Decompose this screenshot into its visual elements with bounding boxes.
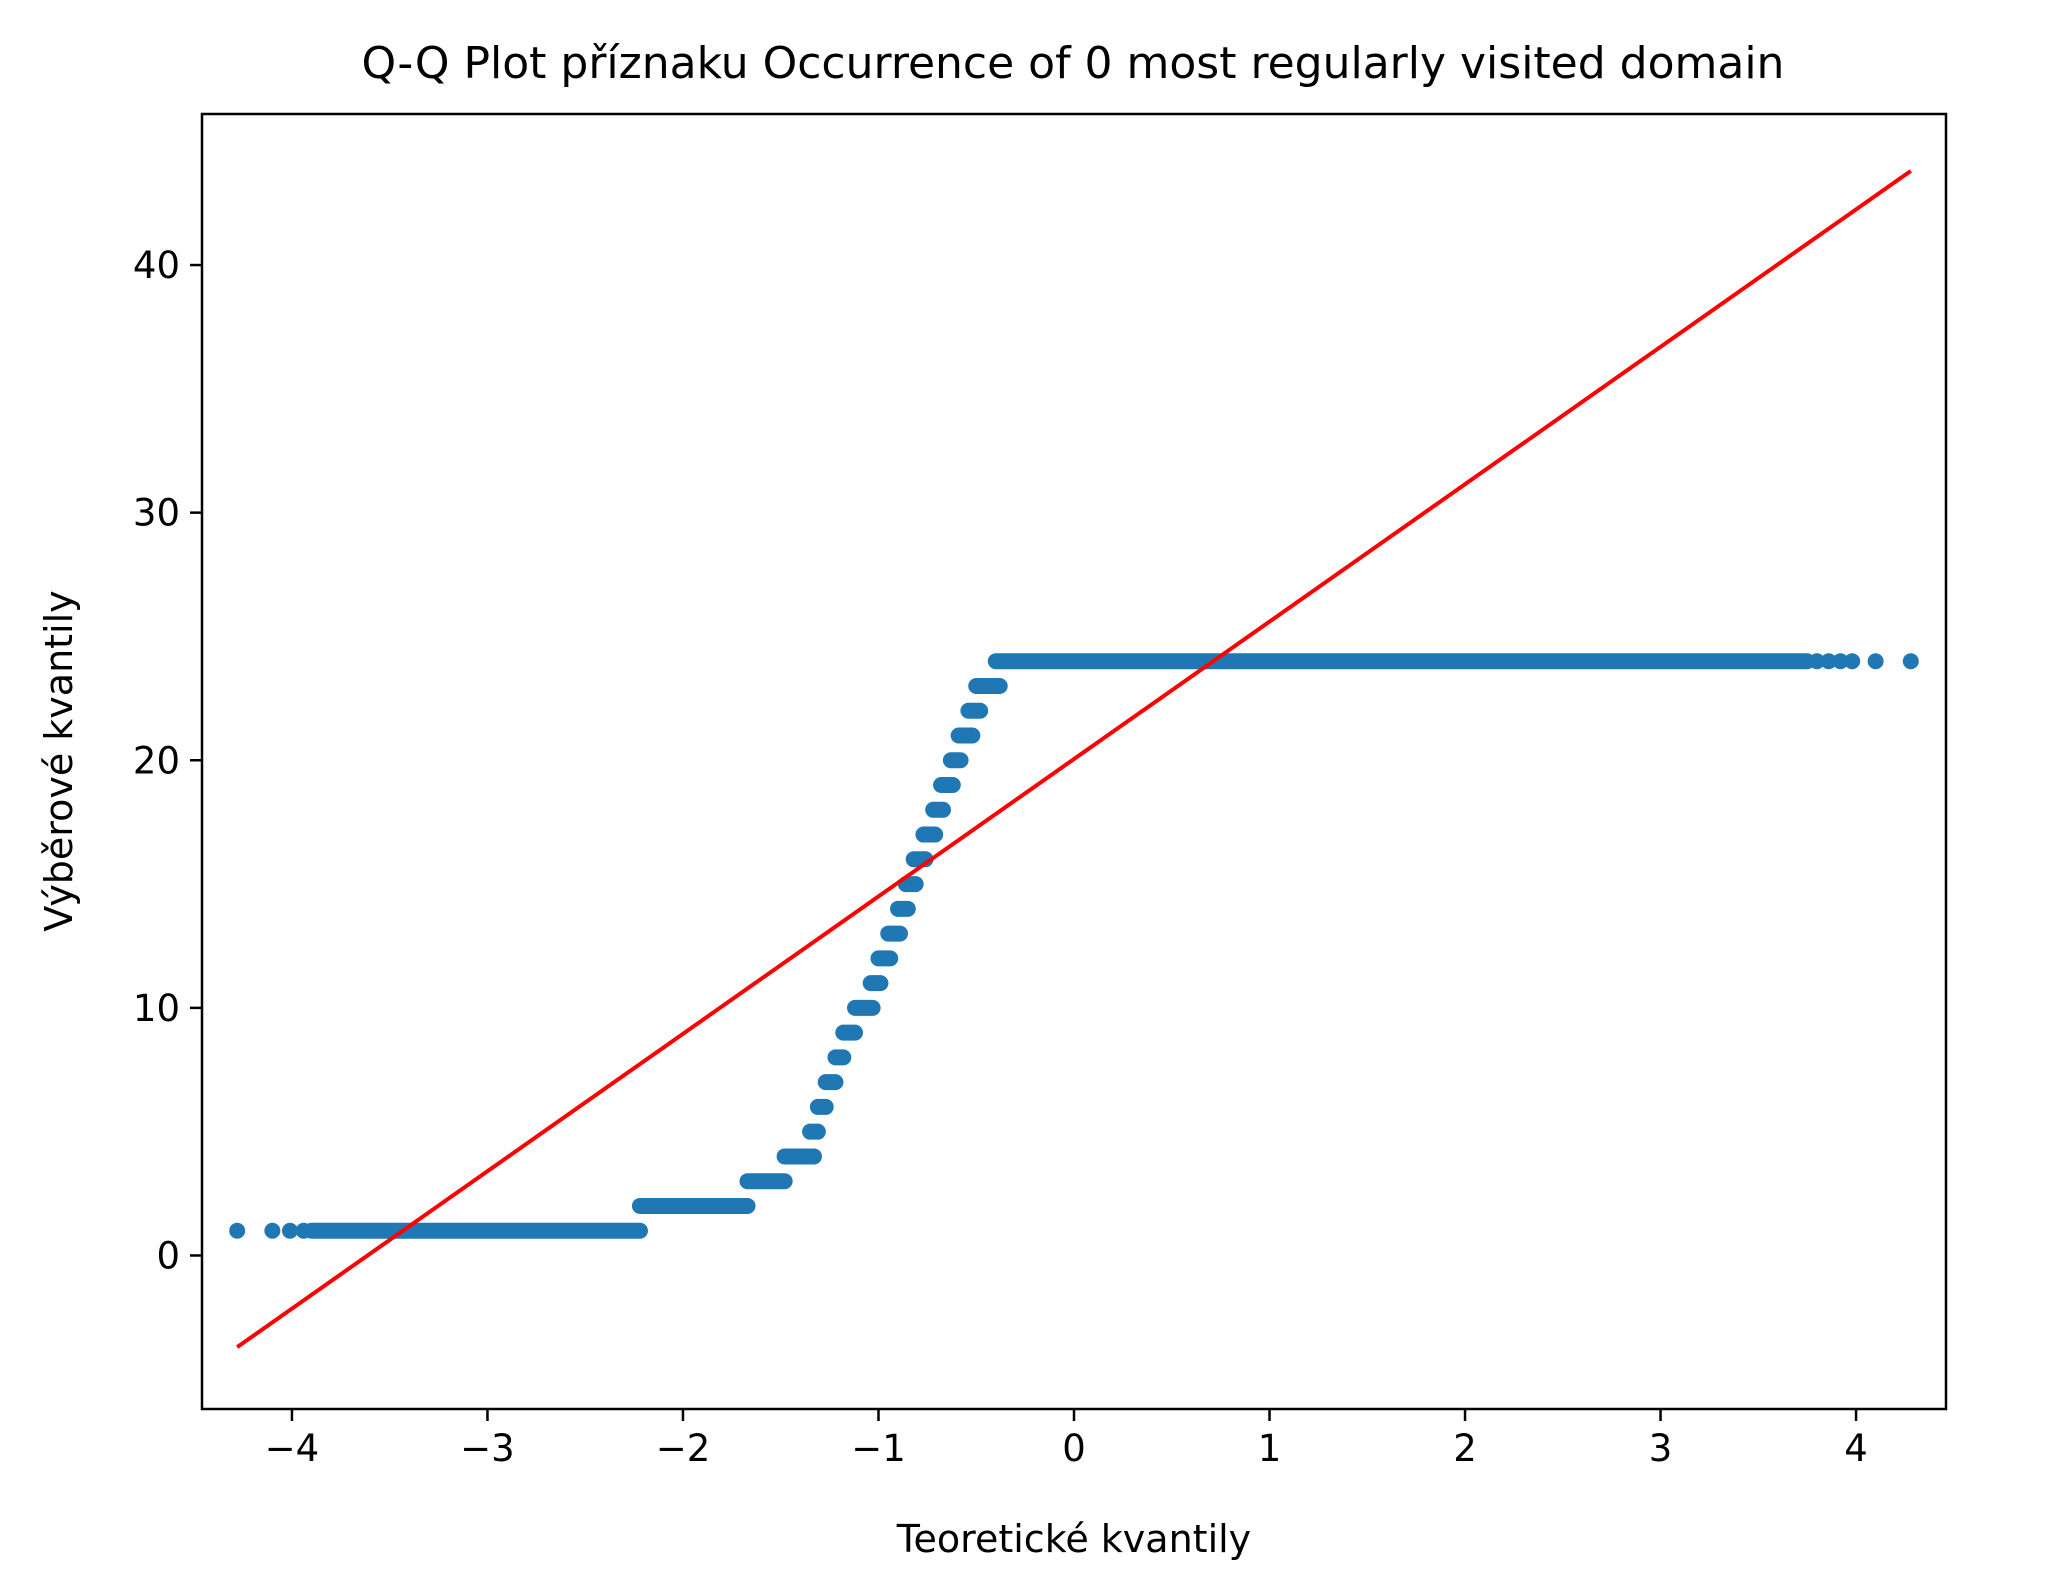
chart-title: Q-Q Plot příznaku Occurrence of 0 most r… (362, 38, 1785, 89)
quantile-point-run (827, 1049, 852, 1066)
quantile-point-run (870, 950, 899, 967)
quantile-point (264, 1222, 281, 1239)
x-axis-ticks: −4 −3 −2 −1 0 1 2 3 4 (265, 1409, 1868, 1470)
quantile-point-run (933, 777, 961, 794)
quantile-point (1832, 653, 1849, 670)
x-tick-label: −1 (851, 1427, 906, 1470)
quantile-point-run (960, 702, 989, 719)
y-tick-label: 10 (133, 987, 180, 1030)
quantile-point-run (809, 1098, 834, 1115)
quantile-point-run (890, 900, 916, 917)
quantile-point-run (925, 801, 952, 818)
x-tick-label: 3 (1649, 1427, 1673, 1470)
y-axis-label: Výběrové kvantily (37, 590, 81, 931)
y-tick-label: 40 (133, 244, 180, 287)
y-tick-label: 0 (156, 1234, 180, 1277)
quantile-point-run (862, 975, 889, 992)
quantile-point (1867, 653, 1884, 670)
quantile-point-run (739, 1173, 793, 1190)
quantile-point (1820, 653, 1837, 670)
reference-fit-line (236, 169, 1912, 1349)
quantile-point-run (950, 727, 981, 744)
x-tick-label: 4 (1844, 1427, 1868, 1470)
quantile-point-run (968, 677, 1008, 694)
x-tick-label: 0 (1062, 1427, 1086, 1470)
x-tick-label: −4 (265, 1427, 320, 1470)
x-tick-label: 2 (1453, 1427, 1477, 1470)
quantile-point-run (802, 1123, 826, 1140)
quantile-point-run (835, 1024, 864, 1041)
quantile-point-run (942, 752, 969, 769)
x-tick-label: 1 (1258, 1427, 1282, 1470)
sample-quantile-points (229, 653, 1919, 1239)
plot-area (229, 169, 1919, 1349)
quantile-point (1902, 653, 1919, 670)
quantile-point-run (303, 1222, 648, 1239)
quantile-point (1844, 653, 1861, 670)
quantile-point-run (987, 653, 1816, 670)
quantile-point (281, 1222, 298, 1239)
x-tick-label: −2 (656, 1427, 711, 1470)
quantile-point-run (847, 999, 881, 1016)
quantile-point-run (776, 1148, 822, 1165)
fit-line (236, 169, 1912, 1349)
y-tick-label: 20 (133, 739, 180, 782)
quantile-point-run (631, 1197, 756, 1214)
quantile-point (1808, 653, 1825, 670)
x-axis-label: Teoretické kvantily (896, 1517, 1251, 1561)
plot-frame (200, 112, 1948, 1411)
x-tick-label: −3 (460, 1427, 515, 1470)
quantile-point-run (915, 826, 944, 843)
y-tick-label: 30 (133, 492, 180, 535)
quantile-point (229, 1222, 246, 1239)
quantile-point (295, 1222, 312, 1239)
y-axis-ticks: 0 10 20 30 40 (133, 244, 202, 1277)
quantile-point-run (880, 925, 908, 942)
quantile-point-run (817, 1074, 844, 1091)
